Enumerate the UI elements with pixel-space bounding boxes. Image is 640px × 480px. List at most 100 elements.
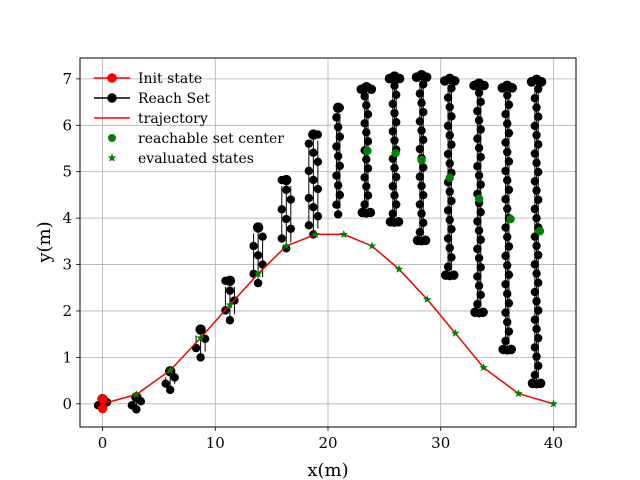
reach-set-point [419,107,428,117]
reach-set-point [443,121,453,131]
reach-set-point [530,94,540,103]
reach-set-point [476,207,485,217]
reach-set-point [503,204,512,213]
reach-set-point [443,149,453,159]
reach-set-cap [470,307,480,318]
reach-set-point [532,103,541,112]
reach-set-cap [308,129,319,140]
reach-set-point [530,149,540,158]
reach-set-point [443,262,453,271]
reach-set-point [532,269,541,278]
reach-set-point [313,184,323,194]
y-tick-label: 3 [62,256,72,274]
reach-set-point [530,232,540,241]
reach-set-point [445,159,454,168]
reach-set-point [419,190,428,200]
reach-set-point [503,91,512,100]
reach-set-point [445,187,454,196]
reach-set-point [161,379,170,388]
reach-set-point [534,140,543,149]
reach-set-point [392,118,401,127]
x-tick-label: 30 [431,434,450,452]
reach-set-cap [366,84,377,95]
y-tick-label: 1 [62,348,72,366]
reach-set-cap [497,83,508,93]
reach-set-point [388,182,398,191]
reach-set-point [503,176,512,185]
reach-set-cap [526,77,537,87]
reach-set-cap [469,80,479,91]
reach-set-point [473,134,482,143]
reach-set-point [534,306,543,315]
evaluated-point [479,363,488,372]
reach-set-point [309,175,318,185]
reach-set-point [443,234,453,243]
reach-set-point [501,223,510,232]
trajectory-layer [102,233,554,405]
evaluated-point [423,294,432,303]
ticks: 0 10 20 30 40 0 1 2 3 4 5 6 7 [62,70,563,452]
reach-set-point [392,90,401,100]
reach-set-point [360,200,369,209]
reach-set-point [532,324,541,334]
reach-set-point [534,250,543,260]
reach-set-point [390,191,399,200]
reach-set-point [532,297,541,306]
reach-set-point [501,251,510,261]
grid [80,58,576,427]
reach-set-point [417,209,426,218]
legend-marker [107,73,117,83]
evaluated-point [514,389,523,398]
reach-set-point [534,361,543,371]
reach-set-point [534,112,543,121]
reach-set-point [530,370,540,380]
reach-set-point [253,251,263,260]
center-point [363,146,372,156]
reach-set-point [286,195,295,204]
reach-set-point [304,221,314,230]
reach-set-cap [421,72,432,82]
reach-set-point [313,157,323,167]
reach-set-point [534,278,543,288]
reach-set-point [417,126,426,135]
reach-set-point [532,241,541,251]
reach-set-point [504,327,514,336]
reach-set-point [476,290,485,300]
reach-set-point [476,125,485,134]
reach-set-cap [384,73,395,84]
reach-set-point [419,163,428,172]
reach-set-point [390,81,399,90]
reach-set-point [530,343,540,352]
reach-set-point [474,171,484,180]
reach-set-point [277,234,286,243]
reach-set-point [362,128,371,137]
reach-set-cap [439,76,450,86]
reach-set-point [445,215,454,224]
reach-set-cap [365,207,376,218]
evaluated-point [282,241,291,250]
reach-set-point [363,110,373,119]
reach-set-point [504,298,514,308]
reach-set-cap [527,378,538,389]
x-tick-label: 10 [206,434,225,452]
center-layer [363,146,545,236]
reach-set-point [127,401,137,410]
init-point [97,394,108,404]
reach-set-cap [420,235,431,246]
reach-set-point [443,93,453,102]
reach-set-point [473,299,482,309]
reach-set-point [388,99,398,109]
center-point [391,148,400,158]
reach-set-point [534,333,543,343]
reach-set-cap [195,324,206,335]
reach-set-point [530,315,540,324]
reach-set-point [165,385,175,395]
reach-set-point [282,185,291,195]
reach-set-point [530,121,540,131]
reach-set-point [362,182,371,191]
reach-set-point [286,224,295,234]
reach-set-point [501,109,510,119]
reach-set-point [473,272,482,281]
reach-set-point [390,108,399,118]
